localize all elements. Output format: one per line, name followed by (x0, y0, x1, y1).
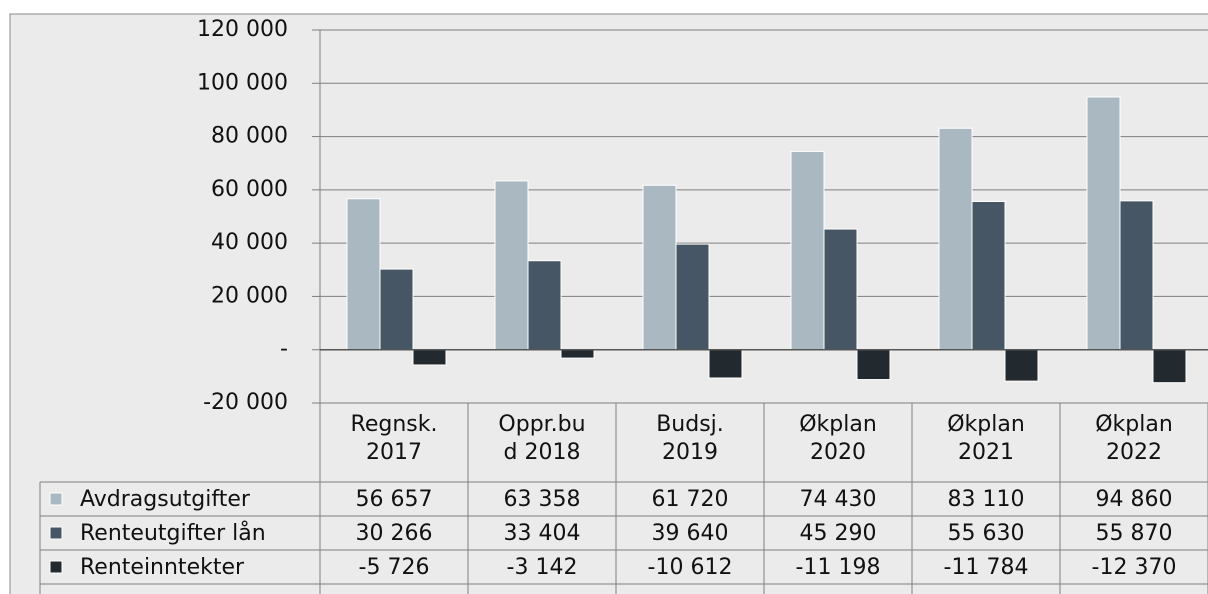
y-tick-label: 120 000 (197, 17, 288, 42)
bar (1119, 200, 1154, 351)
bar (1152, 349, 1187, 384)
bar (494, 180, 529, 351)
y-tick-label: 80 000 (211, 124, 288, 149)
bar (412, 349, 447, 366)
value-label: -5 726 (359, 555, 430, 580)
bar (642, 184, 677, 351)
y-tick-label: - (280, 337, 288, 362)
value-label: 61 720 (652, 487, 729, 512)
value-label: -10 612 (648, 555, 733, 580)
bar (560, 349, 595, 359)
legend-label: Avdragsutgifter (80, 487, 251, 512)
y-tick-label: 40 000 (211, 230, 288, 255)
legend-marker (49, 492, 63, 506)
x-tick-label: Oppr.bud 2018 (498, 412, 586, 465)
bar (1004, 349, 1039, 382)
bar (379, 268, 414, 351)
value-label: 83 110 (948, 487, 1025, 512)
x-tick-label: Økplan 2022 (1095, 412, 1173, 465)
bar (938, 127, 973, 351)
value-label: 30 266 (356, 521, 433, 546)
x-tick-label: Regnsk. 2017 (350, 412, 438, 465)
y-tick-label: 100 000 (197, 70, 288, 95)
value-label: 45 290 (800, 521, 877, 546)
value-label: 39 640 (652, 521, 729, 546)
legend-label: Renteutgifter lån (80, 520, 266, 546)
bar (790, 150, 825, 351)
value-label: 55 870 (1096, 521, 1173, 546)
bar (675, 243, 710, 351)
bar (708, 349, 743, 379)
y-tick-label: 20 000 (211, 283, 288, 308)
value-label: 56 657 (356, 487, 433, 512)
y-tick-label: -20 000 (203, 390, 288, 415)
value-label: 33 404 (504, 521, 581, 546)
x-tick-label: Økplan 2020 (799, 412, 877, 465)
legend-marker (49, 560, 63, 574)
bar (971, 201, 1006, 351)
value-label: -3 142 (507, 555, 578, 580)
legend-marker (49, 526, 63, 540)
x-tick-label: Budsj. 2019 (656, 412, 724, 465)
y-tick-label: 60 000 (211, 177, 288, 202)
value-label: -11 198 (796, 555, 881, 580)
value-label: 55 630 (948, 521, 1025, 546)
bar (1086, 96, 1121, 351)
value-label: 94 860 (1096, 487, 1173, 512)
bar (823, 228, 858, 351)
bar (856, 349, 891, 381)
value-label: 74 430 (800, 487, 877, 512)
bar (346, 198, 381, 351)
value-label: -11 784 (944, 555, 1029, 580)
x-tick-label: Økplan 2021 (947, 412, 1025, 465)
value-label: 63 358 (504, 487, 581, 512)
bar (527, 260, 562, 351)
value-label: -12 370 (1092, 555, 1177, 580)
legend-label: Renteinntekter (80, 555, 245, 580)
chart-area (9, 13, 1208, 594)
